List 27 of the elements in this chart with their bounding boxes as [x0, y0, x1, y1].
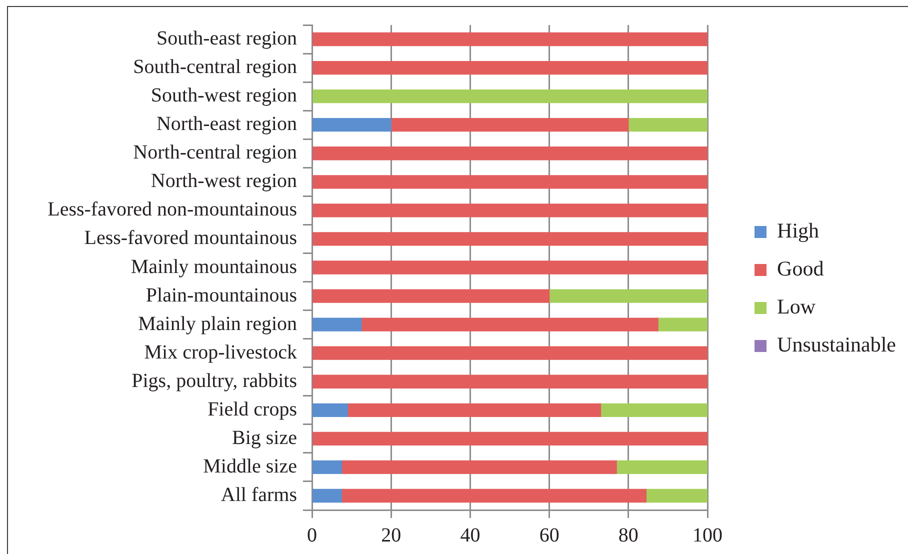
y-tick-label: Mainly mountainous [130, 256, 298, 278]
y-tick-label: Mainly plain region [138, 312, 297, 335]
y-tick-label: All farms [220, 484, 298, 506]
y-tick-label: North-central region [133, 142, 297, 164]
y-tick-label: Field crops [208, 398, 298, 420]
x-tick-label: 80 [618, 524, 638, 546]
y-tick-label: Less-favored mountainous [84, 227, 298, 250]
legend-label: High [777, 218, 820, 243]
y-tick-label: Less-favored non-mountainous [48, 198, 298, 221]
y-tick-label: South-west region [150, 84, 297, 107]
y-tick-label: Mix crop-livestock [144, 341, 297, 364]
x-tick-label: 40 [460, 524, 480, 546]
y-tick-label: North-west region [150, 170, 297, 192]
y-tick-label: Plain-mountainous [146, 284, 298, 306]
x-tick-label: 100 [692, 524, 723, 546]
y-tick-label: South-central region [133, 56, 297, 78]
legend-label: Unsustainable [777, 332, 896, 357]
y-tick-label: Middle size [203, 455, 298, 478]
y-tick-label: Pigs, poultry, rabbits [132, 370, 298, 392]
x-tick-label: 20 [381, 524, 402, 546]
y-tick-label: Big size [232, 426, 298, 449]
legend-label: Good [777, 256, 824, 281]
x-tick-label: 0 [307, 524, 317, 546]
y-tick-label: South-east region [156, 28, 297, 50]
x-tick-label: 60 [539, 524, 560, 546]
y-tick-label: North-east region [156, 113, 297, 136]
legend-label: Low [777, 294, 816, 319]
